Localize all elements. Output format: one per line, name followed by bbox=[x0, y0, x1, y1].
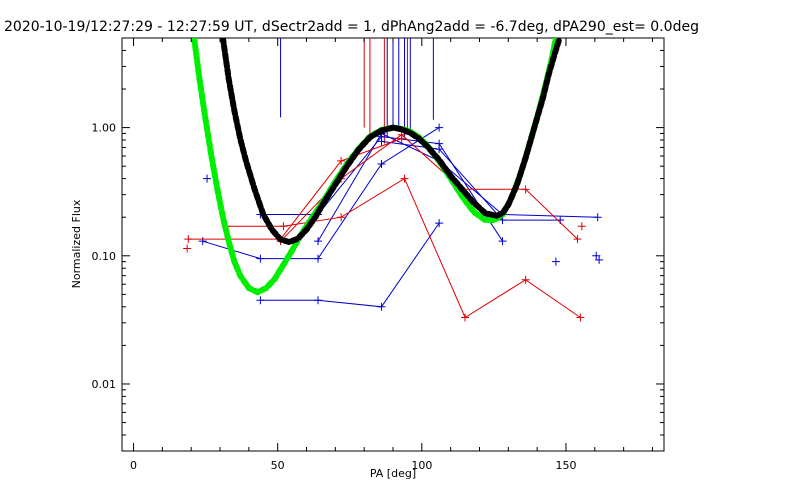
point-red-3-6 bbox=[573, 235, 582, 244]
point-blue-5-1 bbox=[377, 137, 386, 146]
point-red-2-6 bbox=[521, 275, 530, 284]
point-red-2-7 bbox=[576, 313, 585, 322]
point-blue-5-2 bbox=[435, 145, 444, 154]
point-blue-2-4 bbox=[435, 219, 444, 228]
point-blue-1-4 bbox=[377, 160, 386, 169]
point-blue-1-2 bbox=[256, 254, 265, 263]
scatter-point-2 bbox=[203, 174, 212, 183]
point-red-2-4 bbox=[400, 174, 409, 183]
x-tick-label: 150 bbox=[555, 459, 576, 472]
point-blue-1-5 bbox=[435, 123, 444, 132]
point-red-2-5 bbox=[461, 313, 470, 322]
scatter-point-1 bbox=[183, 244, 192, 253]
point-red-2-2 bbox=[279, 222, 288, 231]
x-tick-label: 50 bbox=[271, 459, 285, 472]
y-tick-label: 0.01 bbox=[92, 378, 117, 391]
marker-lines bbox=[280, 38, 434, 144]
y-tick-label: 1.00 bbox=[92, 122, 117, 135]
point-blue-3-5 bbox=[498, 237, 507, 246]
point-blue-4-1 bbox=[314, 237, 323, 246]
scatter-point-4 bbox=[577, 222, 586, 231]
y-tick-label: 0.10 bbox=[92, 250, 117, 263]
x-tick-label: 0 bbox=[130, 459, 137, 472]
point-blue-2-2 bbox=[314, 296, 323, 305]
point-blue-1-3 bbox=[314, 254, 323, 263]
point-red-1-1 bbox=[184, 235, 193, 244]
point-red-3-5 bbox=[521, 185, 530, 194]
point-blue-2-1 bbox=[256, 296, 265, 305]
scatter-points bbox=[183, 174, 604, 266]
x-tick-label: 100 bbox=[411, 459, 432, 472]
series-red-1 bbox=[188, 138, 402, 240]
curve-fit-black bbox=[219, 38, 563, 245]
scatter-point-3 bbox=[551, 257, 560, 266]
plot-area: 0 50 100 150 0.01 0.10 1.00 bbox=[92, 37, 665, 472]
point-red-1-3 bbox=[337, 156, 346, 165]
axis-ticks: 0 50 100 150 0.01 0.10 1.00 bbox=[92, 37, 664, 472]
x-axis-label: PA [deg] bbox=[370, 467, 416, 480]
series-red-2 bbox=[225, 177, 581, 319]
chart-title: 2020-10-19/12:27:29 - 12:27:59 UT, dSect… bbox=[4, 19, 699, 35]
point-blue-1-1 bbox=[198, 237, 207, 246]
y-axis-label: Normalized Flux bbox=[70, 199, 83, 288]
series-blue-2 bbox=[260, 222, 440, 308]
fit-curves bbox=[191, 38, 563, 296]
point-red-2-3 bbox=[337, 213, 346, 222]
scatter-point-5 bbox=[592, 251, 601, 260]
point-blue-2-3 bbox=[377, 302, 386, 311]
point-blue-4-5 bbox=[593, 213, 602, 222]
scatter-point-6 bbox=[595, 255, 604, 264]
series-blue-5 bbox=[381, 140, 561, 221]
